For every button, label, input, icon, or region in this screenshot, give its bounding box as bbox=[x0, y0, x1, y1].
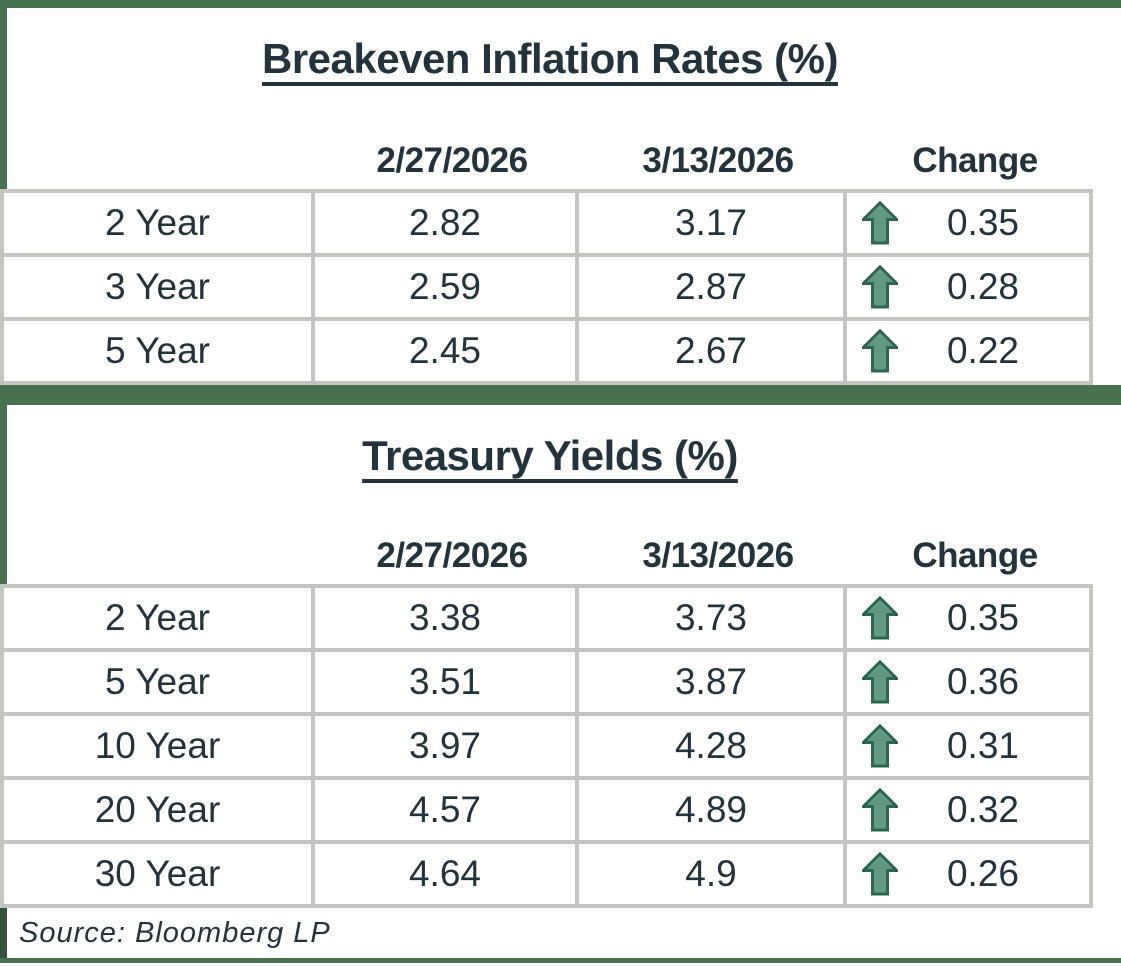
up-arrow-icon bbox=[861, 200, 899, 246]
row-label-cell: 5 Year bbox=[4, 652, 311, 712]
curr-value-cell: 3.17 bbox=[579, 193, 843, 253]
prev-value-cell: 3.38 bbox=[315, 588, 575, 648]
column-header-change: Change bbox=[912, 536, 1038, 575]
row-label-cell: 2 Year bbox=[4, 193, 311, 253]
breakeven-inflation-section: Breakeven Inflation Rates (%) 2/27/2026 … bbox=[0, 8, 1121, 385]
prev-value-cell: 4.64 bbox=[315, 844, 575, 904]
row-label-cell: 3 Year bbox=[4, 257, 311, 317]
change-cell: 0.26 bbox=[847, 844, 1089, 904]
treasury-data-grid: 2 Year 3.38 3.73 0.35 5 Year 3.51 3.87 0.36 10 Y… bbox=[0, 584, 1093, 908]
change-value: 0.35 bbox=[946, 597, 1019, 638]
section-divider-band bbox=[0, 385, 1121, 405]
curr-value-cell: 4.28 bbox=[579, 716, 843, 776]
frame-bottom-border bbox=[0, 958, 1121, 963]
change-cell: 0.32 bbox=[847, 780, 1089, 840]
change-cell: 0.35 bbox=[847, 193, 1089, 253]
change-value: 0.36 bbox=[946, 661, 1019, 702]
change-cell: 0.36 bbox=[847, 652, 1089, 712]
row-label-cell: 2 Year bbox=[4, 588, 311, 648]
curr-value-cell: 3.87 bbox=[579, 652, 843, 712]
treasury-yields-section: Treasury Yields (%) 2/27/2026 3/13/2026 … bbox=[0, 405, 1121, 908]
treasury-table-title: Treasury Yields (%) bbox=[362, 432, 738, 479]
breakeven-header-area: Breakeven Inflation Rates (%) 2/27/2026 … bbox=[0, 8, 1093, 189]
up-arrow-icon bbox=[861, 595, 899, 641]
change-value: 0.22 bbox=[946, 330, 1019, 371]
change-value: 0.28 bbox=[946, 266, 1019, 307]
treasury-header-area: Treasury Yields (%) 2/27/2026 3/13/2026 … bbox=[0, 405, 1093, 584]
change-cell: 0.28 bbox=[847, 257, 1089, 317]
prev-value-cell: 2.59 bbox=[315, 257, 575, 317]
change-value: 0.31 bbox=[946, 725, 1019, 766]
column-header-prev-date: 2/27/2026 bbox=[376, 536, 528, 575]
change-value: 0.32 bbox=[946, 789, 1019, 830]
source-note: Source: Bloomberg LP bbox=[0, 908, 1093, 958]
curr-value-cell: 2.67 bbox=[579, 321, 843, 381]
curr-value-cell: 4.9 bbox=[579, 844, 843, 904]
prev-value-cell: 2.82 bbox=[315, 193, 575, 253]
up-arrow-icon bbox=[861, 851, 899, 897]
breakeven-column-headers: 2/27/2026 3/13/2026 Change bbox=[7, 141, 1100, 181]
up-arrow-icon bbox=[861, 723, 899, 769]
frame-top-border bbox=[0, 0, 1121, 8]
curr-value-cell: 3.73 bbox=[579, 588, 843, 648]
curr-value-cell: 2.87 bbox=[579, 257, 843, 317]
up-arrow-icon bbox=[861, 264, 899, 310]
up-arrow-icon bbox=[861, 787, 899, 833]
prev-value-cell: 3.97 bbox=[315, 716, 575, 776]
up-arrow-icon bbox=[861, 659, 899, 705]
prev-value-cell: 2.45 bbox=[315, 321, 575, 381]
row-label-cell: 10 Year bbox=[4, 716, 311, 776]
up-arrow-icon bbox=[861, 328, 899, 374]
column-header-curr-date: 3/13/2026 bbox=[642, 141, 794, 180]
change-cell: 0.35 bbox=[847, 588, 1089, 648]
curr-value-cell: 4.89 bbox=[579, 780, 843, 840]
column-header-curr-date: 3/13/2026 bbox=[642, 536, 794, 575]
treasury-column-headers: 2/27/2026 3/13/2026 Change bbox=[7, 536, 1100, 576]
prev-value-cell: 4.57 bbox=[315, 780, 575, 840]
row-label-cell: 20 Year bbox=[4, 780, 311, 840]
change-cell: 0.22 bbox=[847, 321, 1089, 381]
row-label-cell: 30 Year bbox=[4, 844, 311, 904]
column-header-prev-date: 2/27/2026 bbox=[376, 141, 528, 180]
change-value: 0.35 bbox=[946, 202, 1019, 243]
breakeven-table-title: Breakeven Inflation Rates (%) bbox=[261, 35, 839, 82]
prev-value-cell: 3.51 bbox=[315, 652, 575, 712]
breakeven-data-grid: 2 Year 2.82 3.17 0.35 3 Year 2.59 2.87 0.28 5 Ye… bbox=[0, 189, 1093, 385]
change-value: 0.26 bbox=[946, 853, 1019, 894]
row-label-cell: 5 Year bbox=[4, 321, 311, 381]
change-cell: 0.31 bbox=[847, 716, 1089, 776]
column-header-change: Change bbox=[912, 141, 1038, 180]
